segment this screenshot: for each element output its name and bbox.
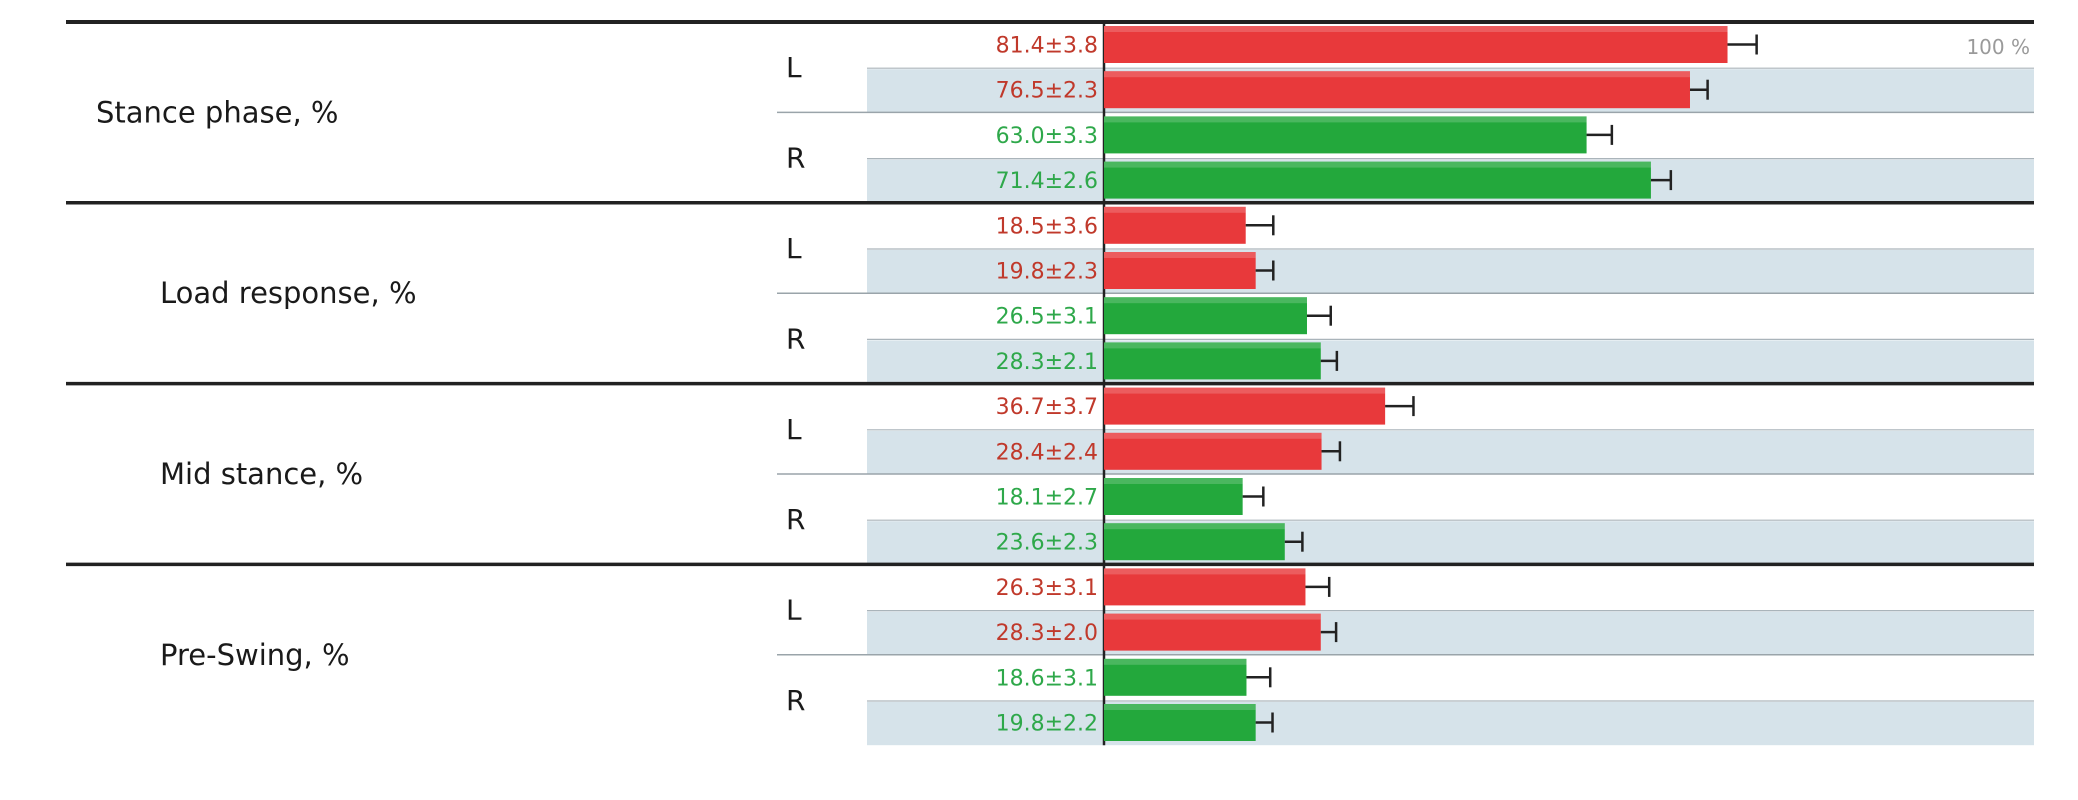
- row-shade: [867, 340, 2034, 384]
- side-label-L: L: [786, 594, 802, 627]
- bar-highlight: [1104, 387, 1386, 394]
- value-label: 19.8±2.2: [996, 712, 1098, 737]
- bar-highlight: [1104, 342, 1321, 349]
- bar-highlight: [1104, 704, 1256, 710]
- bar-R: [1104, 658, 1247, 696]
- row-shade: [867, 611, 2034, 655]
- bar-highlight: [1104, 523, 1285, 530]
- bar-highlight: [1104, 206, 1246, 213]
- category-label: Mid stance, %: [160, 457, 363, 491]
- value-label: 28.4±2.4: [996, 440, 1098, 465]
- bar-L: [1104, 26, 1728, 63]
- side-label-L: L: [786, 413, 802, 446]
- bar-highlight: [1104, 116, 1587, 123]
- value-label: 19.8±2.3: [996, 260, 1098, 285]
- category-label: Stance phase, %: [96, 95, 338, 129]
- bar-highlight: [1104, 71, 1690, 78]
- side-label-R: R: [786, 322, 805, 355]
- value-label: 18.6±3.1: [996, 666, 1098, 691]
- bar-L: [1104, 71, 1690, 109]
- bar-L: [1104, 613, 1321, 651]
- bar-L: [1104, 252, 1256, 289]
- bar-highlight: [1104, 658, 1247, 665]
- bar-L: [1104, 387, 1386, 425]
- value-label: 26.5±3.1: [996, 305, 1098, 330]
- bar-R: [1104, 478, 1243, 515]
- bar-highlight: [1104, 613, 1321, 620]
- bar-L: [1104, 432, 1322, 470]
- bar-highlight: [1104, 478, 1243, 484]
- value-label: 23.6±2.3: [996, 531, 1098, 556]
- value-label: 63.0±3.3: [996, 124, 1098, 149]
- category-label: Load response, %: [160, 276, 417, 310]
- bar-R: [1104, 297, 1307, 335]
- bar-L: [1104, 568, 1306, 606]
- side-label-R: R: [786, 684, 805, 717]
- side-label-L: L: [786, 51, 802, 84]
- bar-L: [1104, 206, 1246, 244]
- value-label: 26.3±3.1: [996, 576, 1098, 601]
- side-label-R: R: [786, 503, 805, 536]
- row-shade: [867, 702, 2034, 746]
- value-label: 71.4±2.6: [996, 169, 1098, 194]
- bar-highlight: [1104, 26, 1728, 32]
- bar-highlight: [1104, 568, 1306, 575]
- row-shade: [867, 250, 2034, 294]
- bar-R: [1104, 342, 1321, 380]
- bar-R: [1104, 116, 1587, 154]
- value-label: 28.3±2.0: [996, 621, 1098, 646]
- value-label: 28.3±2.1: [996, 350, 1098, 375]
- row-shade: [867, 521, 2034, 565]
- bar-highlight: [1104, 297, 1307, 304]
- value-label: 81.4±3.8: [996, 34, 1098, 59]
- bar-highlight: [1104, 252, 1256, 258]
- value-label: 18.1±2.7: [996, 486, 1098, 511]
- value-label: 76.5±2.3: [996, 79, 1098, 104]
- bar-R: [1104, 704, 1256, 741]
- side-label-L: L: [786, 232, 802, 265]
- bar-highlight: [1104, 432, 1322, 439]
- bar-R: [1104, 523, 1285, 561]
- bar-highlight: [1104, 161, 1651, 168]
- value-label: 36.7±3.7: [996, 395, 1098, 420]
- side-label-R: R: [786, 142, 805, 175]
- category-label: Pre-Swing, %: [160, 638, 350, 672]
- value-label: 18.5±3.6: [996, 214, 1098, 239]
- scale-label: 100 %: [1966, 35, 2030, 59]
- bar-R: [1104, 161, 1651, 199]
- row-shade: [867, 430, 2034, 474]
